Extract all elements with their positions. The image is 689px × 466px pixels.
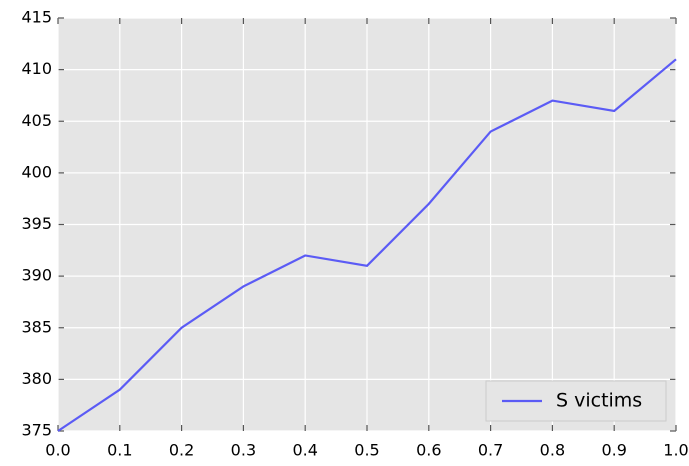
x-tick-label: 0.8 <box>540 441 565 460</box>
x-tick-label: 0.2 <box>169 441 194 460</box>
legend-label: S victims <box>556 390 642 412</box>
x-tick-label: 0.7 <box>478 441 503 460</box>
x-tick-label: 1.0 <box>663 441 688 460</box>
y-tick-label: 405 <box>21 111 52 130</box>
y-tick-label: 410 <box>21 59 52 78</box>
y-tick-label: 375 <box>21 421 52 440</box>
x-tick-label: 0.1 <box>107 441 132 460</box>
line <box>57 58 677 432</box>
y-tick-label: 400 <box>21 162 52 181</box>
x-tick-label: 0.3 <box>231 441 256 460</box>
x-tick-label: 0.9 <box>601 441 626 460</box>
y-tick-label: 415 <box>21 8 52 27</box>
x-tick-label: 0.4 <box>292 441 317 460</box>
y-tick-label: 395 <box>21 214 52 233</box>
y-tick-label: 390 <box>21 266 52 285</box>
x-tick-label: 0.6 <box>416 441 441 460</box>
x-tick-label: 0.5 <box>354 441 379 460</box>
x-tick-label: 0.0 <box>45 441 70 460</box>
y-tick-label: 385 <box>21 317 52 336</box>
y-tick-label: 380 <box>21 369 52 388</box>
